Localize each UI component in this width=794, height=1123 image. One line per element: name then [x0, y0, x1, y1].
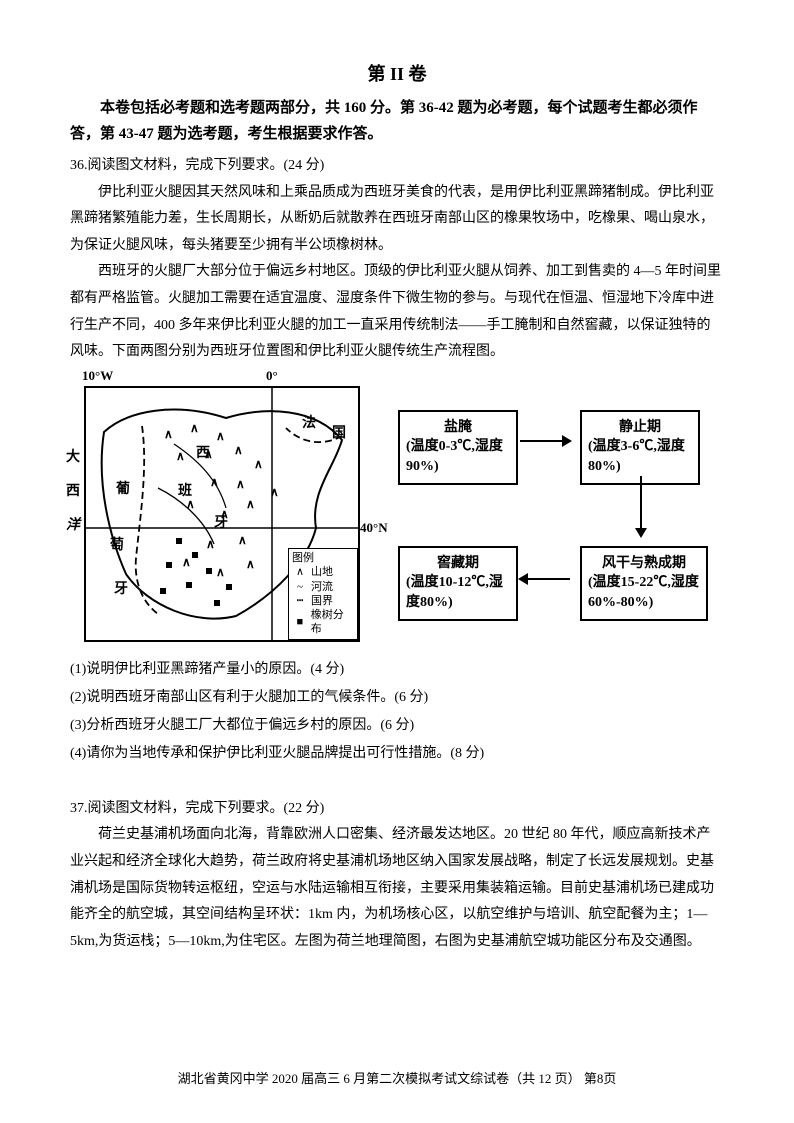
legend-river: 河流: [311, 580, 333, 594]
arrow-2-3: [640, 476, 642, 536]
q36-sub2: (2)说明西班牙南部山区有利于火腿加工的气候条件。(6 分): [70, 684, 724, 712]
n1-detail: (温度0-3℃,湿度90%): [406, 437, 510, 476]
label-ya: 牙: [214, 512, 228, 532]
svg-text:∧: ∧: [254, 457, 263, 471]
svg-text:∧: ∧: [176, 449, 185, 463]
mountain-icon: ∧: [292, 565, 308, 579]
svg-text:∧: ∧: [190, 421, 199, 435]
n2-title: 静止期: [588, 418, 692, 438]
q36-sub1: (1)说明伊比利亚黑蹄猪产量小的原因。(4 分): [70, 656, 724, 684]
n4-detail: (温度10-12℃,湿度80%): [406, 573, 510, 612]
svg-text:∧: ∧: [246, 557, 255, 571]
label-fa: 法: [302, 412, 316, 432]
q37-stem: 37.阅读图文材料，完成下列要求。(22 分): [70, 796, 724, 823]
spain-map: 10°W 0° ∧∧∧ ∧∧∧ ∧∧∧ ∧∧∧ ∧∧∧ ∧∧∧: [70, 372, 370, 652]
label-xi: 西: [196, 442, 210, 462]
svg-text:∧: ∧: [234, 443, 243, 457]
svg-text:∧: ∧: [216, 565, 225, 579]
label-pu: 葡: [116, 478, 130, 498]
n4-title: 窖藏期: [406, 554, 510, 574]
arrow-1-2: [520, 440, 570, 442]
n2-detail: (温度3-6℃,湿度80%): [588, 437, 692, 476]
n1-title: 盐腌: [406, 418, 510, 438]
flow-node-salting: 盐腌 (温度0-3℃,湿度90%): [398, 410, 518, 485]
legend-title: 图例: [292, 551, 314, 565]
flow-node-cellar: 窖藏期 (温度10-12℃,湿度80%): [398, 546, 518, 621]
svg-text:∧: ∧: [206, 537, 215, 551]
svg-text:∧: ∧: [216, 429, 225, 443]
lat-40n: 40°N: [360, 520, 388, 536]
q36-para2: 西班牙的火腿厂大部分位于偏远乡村地区。顶级的伊比利亚火腿从饲养、加工到售卖的 4…: [70, 259, 724, 365]
page-footer: 湖北省黄冈中学 2020 届高三 6 月第二次模拟考试文综试卷（共 12 页） …: [0, 1068, 794, 1087]
oak-icon: ■: [292, 615, 308, 629]
label-guo: 国: [332, 422, 346, 442]
svg-text:∧: ∧: [238, 533, 247, 547]
river-icon: ~: [292, 580, 308, 594]
label-tao: 萄: [110, 534, 124, 554]
label-da: 大: [66, 446, 80, 466]
border-icon: ┅: [292, 594, 308, 608]
label-yang: 洋: [66, 514, 80, 534]
lon-0: 0°: [266, 368, 278, 384]
svg-text:∧: ∧: [182, 555, 191, 569]
n3-title: 风干与熟成期: [588, 554, 700, 574]
legend-border: 国界: [311, 594, 333, 608]
lon-10w: 10°W: [82, 368, 113, 384]
svg-text:∧: ∧: [210, 475, 219, 489]
q36-figures: 10°W 0° ∧∧∧ ∧∧∧ ∧∧∧ ∧∧∧ ∧∧∧ ∧∧∧: [70, 372, 724, 652]
n3-detail: (温度15-22℃,湿度60%-80%): [588, 573, 700, 612]
arrow-3-4: [520, 578, 570, 580]
q36-para1: 伊比利亚火腿因其天然风味和上乘品质成为西班牙美食的代表，是用伊比利亚黑蹄猪制成。…: [70, 180, 724, 260]
label-ban: 班: [178, 480, 192, 500]
map-frame: ∧∧∧ ∧∧∧ ∧∧∧ ∧∧∧ ∧∧∧ ∧∧∧ 法 国 西 班 牙 葡: [84, 386, 360, 642]
map-legend: 图例 ∧山地 ~河流 ┅国界 ■橡树分布: [288, 548, 358, 640]
flow-node-dry: 风干与熟成期 (温度15-22℃,湿度60%-80%): [580, 546, 708, 621]
q36-stem: 36.阅读图文材料，完成下列要求。(24 分): [70, 153, 724, 180]
svg-text:∧: ∧: [246, 497, 255, 511]
q37-para1: 荷兰史基浦机场面向北海，背靠欧洲人口密集、经济最发达地区。20 世纪 80 年代…: [70, 822, 724, 955]
section-title: 第 II 卷: [70, 60, 724, 86]
flow-node-rest: 静止期 (温度3-6℃,湿度80%): [580, 410, 700, 485]
label-xi2: 西: [66, 480, 80, 500]
svg-text:∧: ∧: [164, 427, 173, 441]
section-instructions: 本卷包括必考题和选考题两部分，共 160 分。第 36-42 题为必考题，每个试…: [70, 96, 724, 147]
q36-sub3: (3)分析西班牙火腿工厂大都位于偏远乡村的原因。(6 分): [70, 712, 724, 740]
svg-text:∧: ∧: [236, 477, 245, 491]
svg-text:∧: ∧: [270, 485, 279, 499]
label-ya2: 牙: [114, 578, 128, 598]
legend-oak: 橡树分布: [311, 608, 354, 637]
ham-flowchart: 盐腌 (温度0-3℃,湿度90%) 静止期 (温度3-6℃,湿度80%) 风干与…: [388, 386, 708, 646]
q36-sub4: (4)请你为当地传承和保护伊比利亚火腿品牌提出可行性措施。(8 分): [70, 740, 724, 768]
legend-mountain: 山地: [311, 565, 333, 579]
